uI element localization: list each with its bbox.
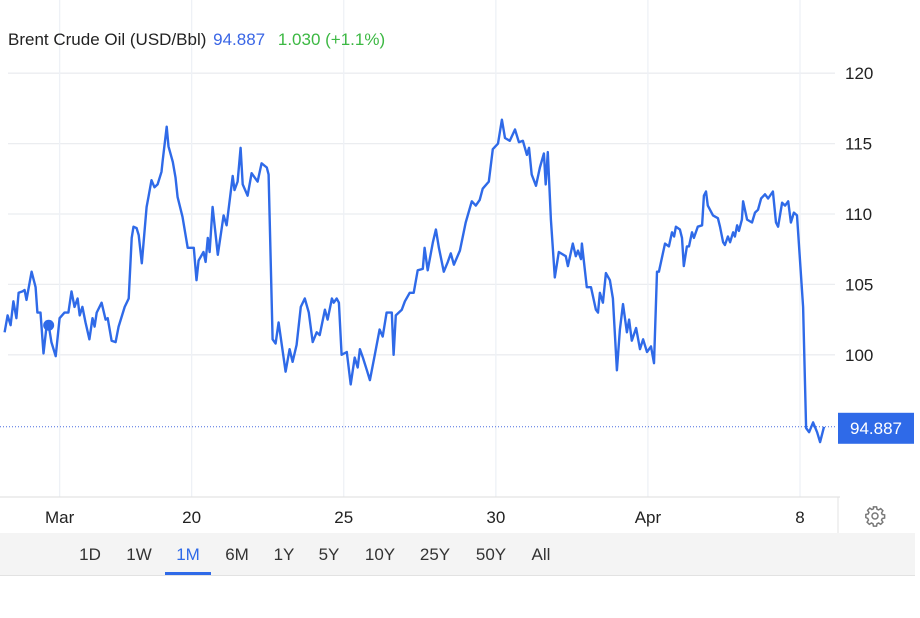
- x-tick-label: Apr: [635, 508, 662, 527]
- current-price: 94.887: [213, 30, 266, 49]
- range-toolbar: 1D 1W 1M 6M 1Y 5Y 10Y 25Y 50Y All: [0, 533, 915, 576]
- y-tick-label: 115: [845, 135, 872, 154]
- range-button-1y[interactable]: 1Y: [273, 545, 295, 564]
- y-tick-label: 105: [845, 275, 873, 294]
- range-button-all[interactable]: All: [531, 545, 551, 564]
- x-tick-label: 8: [795, 508, 804, 527]
- gear-icon[interactable]: [864, 505, 886, 527]
- last-price-label: 94.887: [850, 419, 902, 438]
- range-button-10y[interactable]: 10Y: [364, 545, 396, 564]
- x-tick-label: 20: [182, 508, 201, 527]
- y-tick-label: 120: [845, 64, 873, 83]
- range-button-25y[interactable]: 25Y: [419, 545, 451, 564]
- range-button-1d[interactable]: 1D: [79, 545, 101, 564]
- chart-header: Brent Crude Oil (USD/Bbl) 94.887 1.030 (…: [8, 30, 385, 50]
- y-tick-label: 100: [845, 346, 873, 365]
- event-marker[interactable]: [43, 319, 55, 331]
- range-button-6m[interactable]: 6M: [225, 545, 249, 564]
- grid: [0, 0, 840, 533]
- y-tick-label: 110: [845, 205, 872, 224]
- range-button-1w[interactable]: 1W: [126, 545, 152, 564]
- x-tick-label: 30: [486, 508, 505, 527]
- x-tick-label: Mar: [45, 508, 75, 527]
- range-button-1m[interactable]: 1M: [176, 545, 200, 564]
- active-range-indicator: [165, 572, 211, 575]
- y-axis: 100 105 110 115 120: [845, 64, 873, 365]
- x-axis: Mar 20 25 30 Apr 8: [45, 508, 805, 527]
- last-price-badge: [838, 412, 914, 444]
- price-chart[interactable]: 100 105 110 115 120 Mar 20 25 30 Apr 8 94.887: [0, 0, 920, 533]
- range-button-5y[interactable]: 5Y: [318, 545, 340, 564]
- x-tick-label: 25: [334, 508, 353, 527]
- price-change: 1.030 (+1.1%): [277, 30, 386, 49]
- price-line: [3, 118, 826, 444]
- range-button-50y[interactable]: 50Y: [475, 545, 507, 564]
- instrument-title: Brent Crude Oil (USD/Bbl): [8, 30, 207, 49]
